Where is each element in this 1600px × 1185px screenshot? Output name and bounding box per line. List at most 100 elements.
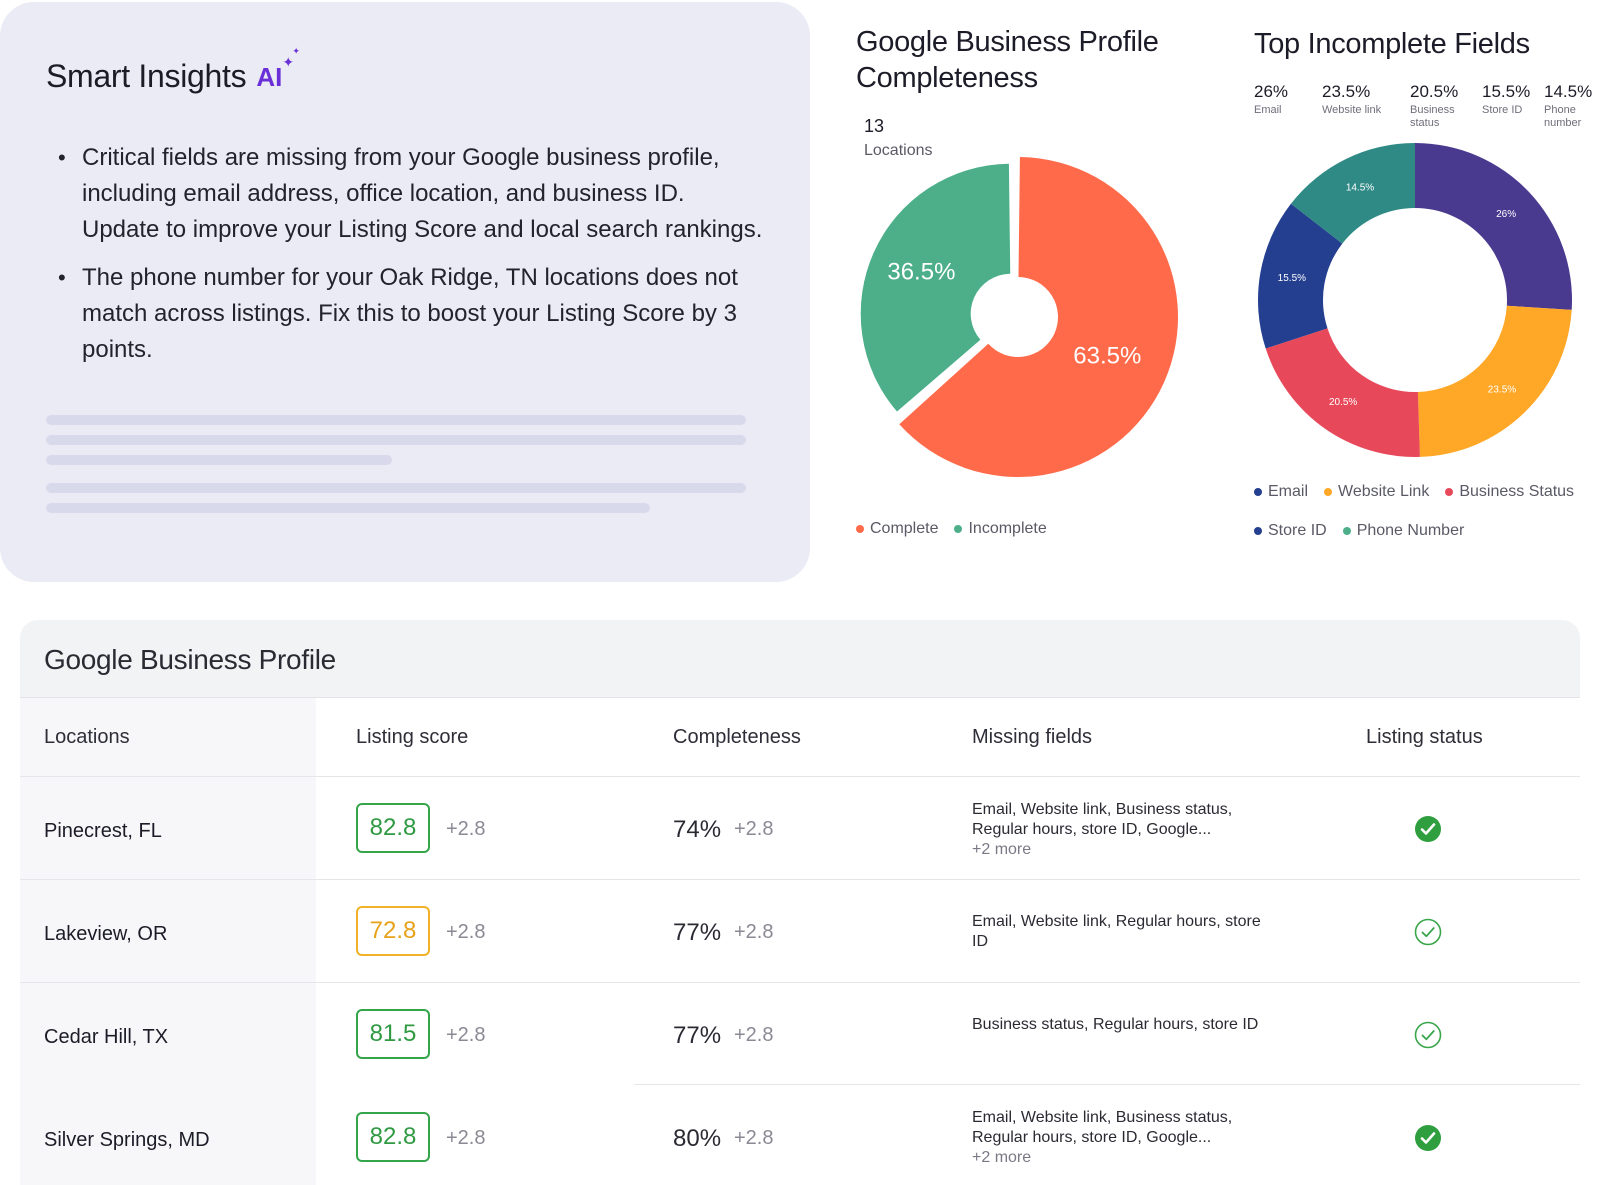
column-header-missing-fields[interactable]: Missing fields: [972, 726, 1093, 748]
skeleton-line: [46, 503, 650, 513]
insights-title: Smart Insights: [46, 58, 247, 94]
more-link[interactable]: +2 more: [972, 1149, 1032, 1166]
incomplete-stats: 26% Email 23.5% Website link 20.5% Business…: [1254, 82, 1594, 130]
table-title-bar: Google Business Profile: [20, 620, 1580, 698]
skeleton-line: [46, 435, 746, 445]
legend-incomplete: Incomplete: [954, 520, 1047, 538]
skeleton-line: [46, 483, 746, 493]
legend-dot: [1445, 488, 1454, 496]
slice-label: 26%: [1496, 209, 1516, 220]
slice-label: 14.5%: [1346, 182, 1374, 193]
score-delta: +2.8: [446, 1127, 486, 1149]
ai-label: AI: [256, 62, 283, 92]
legend-dot: [1254, 527, 1262, 535]
slice-incomplete[interactable]: [860, 163, 1011, 412]
check-circle-filled-icon: [1415, 1125, 1441, 1151]
slice-phone-number[interactable]: [1290, 143, 1415, 244]
table-title: Google Business Profile: [44, 644, 336, 675]
location-name[interactable]: Lakeview, OR: [44, 923, 168, 945]
legend-email: Email: [1254, 483, 1308, 501]
legend-dot: [1342, 527, 1351, 535]
slice-store-id[interactable]: [1258, 203, 1343, 349]
listing-score-badge: 72.8: [356, 906, 430, 956]
smart-insights-card: Smart Insights AI ✦ ✦ Critical fields ar…: [0, 2, 810, 582]
more-link[interactable]: +2 more: [972, 841, 1032, 858]
stat-phone: 14.5% Phone number: [1544, 82, 1593, 129]
location-name[interactable]: Pinecrest, FL: [44, 820, 162, 842]
check-circle-outline-icon: [1414, 918, 1442, 946]
completeness-legend: Complete Incomplete: [856, 520, 1047, 538]
locations-label: Locations: [864, 142, 933, 159]
sparkle-icon: ✦: [282, 54, 295, 70]
listing-score-badge: 81.5: [356, 1009, 430, 1059]
location-name[interactable]: Cedar Hill, TX: [44, 1026, 169, 1048]
slice-label: 15.5%: [1278, 273, 1306, 284]
completeness-delta: +2.8: [734, 1127, 774, 1149]
slice-label: 36.5%: [887, 259, 955, 286]
slice-business-status[interactable]: [1265, 328, 1420, 457]
legend-dot: [1254, 488, 1262, 496]
completeness-delta: +2.8: [734, 921, 774, 943]
locations-column: [20, 698, 316, 1185]
insights-list: Critical fields are missing from your Go…: [58, 140, 768, 380]
legend-dot: [856, 525, 864, 533]
incomplete-legend-row1: Email Website Link Business Status: [1254, 483, 1574, 501]
row-divider: [20, 879, 1580, 880]
listing-score-badge: 82.8: [356, 803, 430, 853]
check-circle-filled-icon: [1415, 816, 1441, 842]
completeness-delta: +2.8: [734, 818, 774, 840]
slice-label: 63.5%: [1073, 343, 1141, 370]
score-delta: +2.8: [446, 1024, 486, 1046]
column-header-completeness[interactable]: Completeness: [673, 726, 801, 748]
column-header-listing-status[interactable]: Listing status: [1366, 726, 1483, 748]
stat-store-id: 15.5% Store ID: [1482, 82, 1531, 116]
completeness-delta: +2.8: [734, 1024, 774, 1046]
insight-item: The phone number for your Oak Ridge, TN …: [58, 260, 768, 368]
legend-dot: [954, 525, 963, 533]
skeleton-line: [46, 455, 392, 465]
listing-score-badge: 82.8: [356, 1112, 430, 1162]
stat-email: 26% Email: [1254, 82, 1289, 116]
row-divider: [20, 982, 1580, 983]
locations-count: 13: [864, 116, 885, 136]
column-header-locations[interactable]: Locations: [44, 726, 130, 748]
legend-dot: [1324, 488, 1333, 496]
missing-fields: Email, Website link, Business status, Re…: [972, 800, 1262, 860]
missing-fields: Business status, Regular hours, store ID: [972, 1016, 1259, 1033]
insight-item: Critical fields are missing from your Go…: [58, 140, 768, 248]
legend-business-status: Business Status: [1445, 483, 1574, 501]
incomplete-fields-donut-chart: 26% 23.5% 20.5% 15.5% 14.5%: [1258, 143, 1572, 457]
gbp-table-card: Google Business Profile: [20, 620, 1580, 1185]
legend-website-link: Website Link: [1324, 483, 1429, 501]
ai-badge: AI ✦ ✦: [256, 46, 300, 93]
missing-fields: Email, Website link, Regular hours, stor…: [972, 913, 1261, 950]
row-divider: [634, 1084, 1580, 1085]
skeleton-line: [46, 415, 746, 425]
incomplete-chart-title: Top Incomplete Fields: [1254, 28, 1530, 60]
completeness-value: 77%: [673, 919, 722, 946]
stat-business-status: 20.5% Business status: [1410, 82, 1459, 129]
slice-email[interactable]: [1415, 143, 1572, 310]
insights-header: Smart Insights AI ✦ ✦: [46, 46, 300, 95]
slice-complete[interactable]: [899, 157, 1178, 478]
legend-complete: Complete: [856, 520, 938, 538]
completeness-value: 80%: [673, 1125, 722, 1152]
completeness-value: 74%: [673, 816, 722, 843]
legend-store-id: Store ID: [1254, 522, 1327, 540]
stat-website: 23.5% Website link: [1322, 82, 1382, 116]
legend-phone-number: Phone Number: [1342, 522, 1464, 540]
sparkle-small-icon: ✦: [292, 46, 300, 56]
column-header-listing-score[interactable]: Listing score: [356, 726, 469, 748]
score-delta: +2.8: [446, 818, 486, 840]
row-divider: [20, 776, 1580, 777]
completeness-donut-chart: 63.5% 36.5%: [860, 157, 1178, 478]
slice-label: 20.5%: [1329, 397, 1357, 408]
missing-fields: Email, Website link, Business status, Re…: [972, 1108, 1262, 1168]
completeness-value: 77%: [673, 1022, 722, 1049]
location-name[interactable]: Silver Springs, MD: [44, 1129, 210, 1151]
incomplete-legend-row2: Store ID Phone Number: [1254, 522, 1464, 540]
slice-label: 23.5%: [1488, 384, 1516, 395]
score-delta: +2.8: [446, 921, 486, 943]
slice-website-link[interactable]: [1417, 305, 1572, 457]
completeness-chart-title: Google Business Profile Completeness: [856, 26, 1159, 94]
